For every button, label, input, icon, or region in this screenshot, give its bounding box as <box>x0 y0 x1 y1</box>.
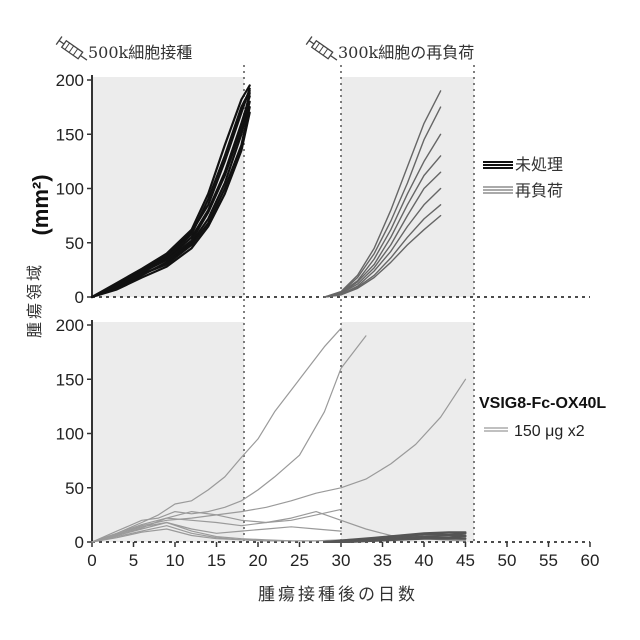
annotation-rechallenge: 300k細胞の再負荷 <box>338 43 474 62</box>
x-tick-label: 55 <box>539 551 558 570</box>
x-tick-label: 10 <box>166 551 185 570</box>
syringe-icon <box>56 36 90 64</box>
legend-top: 未処理 再負荷 <box>483 155 563 200</box>
x-tick-label: 20 <box>249 551 268 570</box>
y-axis-title: 腫瘍領域 <box>25 262 44 338</box>
x-tick-label: 45 <box>456 551 475 570</box>
x-axis-label: 腫瘍接種後の日数 <box>258 585 418 605</box>
annotation-first-inoculation: 500k細胞接種 <box>88 43 192 62</box>
y-tick-label: 100 <box>56 180 84 199</box>
x-tick-label: 35 <box>373 551 392 570</box>
y-axis-unit: (mm²) <box>28 174 53 235</box>
x-tick-label: 30 <box>332 551 351 570</box>
legend-swatch-treated <box>484 428 508 431</box>
syringe-icon <box>306 36 340 64</box>
legend-label-rechallenge: 再負荷 <box>515 181 563 200</box>
x-tick-label: 15 <box>207 551 226 570</box>
x-tick-label: 40 <box>415 551 434 570</box>
y-tick-label: 150 <box>56 125 84 144</box>
x-tick-label: 5 <box>129 551 138 570</box>
legend-label-untreated: 未処理 <box>515 155 563 174</box>
y-tick-label: 200 <box>56 316 84 335</box>
legend-bottom: VSIG8-Fc-OX40L 150 μg x2 <box>479 395 606 440</box>
y-tick-label: 0 <box>75 533 84 552</box>
x-tick-label: 50 <box>498 551 517 570</box>
y-tick-label: 0 <box>75 288 84 307</box>
legend-swatch-rechallenge <box>483 187 513 193</box>
y-axis-label: 腫瘍領域 <box>25 262 44 338</box>
shade-top-right <box>341 77 474 297</box>
legend-swatch-untreated <box>483 162 513 168</box>
legend-label-dose: 150 μg x2 <box>514 423 585 440</box>
y-axis-unit-label: (mm²) <box>28 174 53 235</box>
legend-title-treatment: VSIG8-Fc-OX40L <box>479 395 606 412</box>
x-tick-label: 25 <box>290 551 309 570</box>
chart-figure: 0 50 100 150 200 0 50 100 150 200 0 5 10 15 20 25 30 35 40… <box>0 0 640 640</box>
y-tick-label: 50 <box>65 234 84 253</box>
x-tick-label: 60 <box>581 551 600 570</box>
y-tick-label: 200 <box>56 71 84 90</box>
shade-bottom-right <box>341 322 474 542</box>
y-tick-label: 100 <box>56 425 84 444</box>
y-tick-label: 50 <box>65 479 84 498</box>
y-tick-label: 150 <box>56 370 84 389</box>
x-tick-label: 0 <box>87 551 96 570</box>
